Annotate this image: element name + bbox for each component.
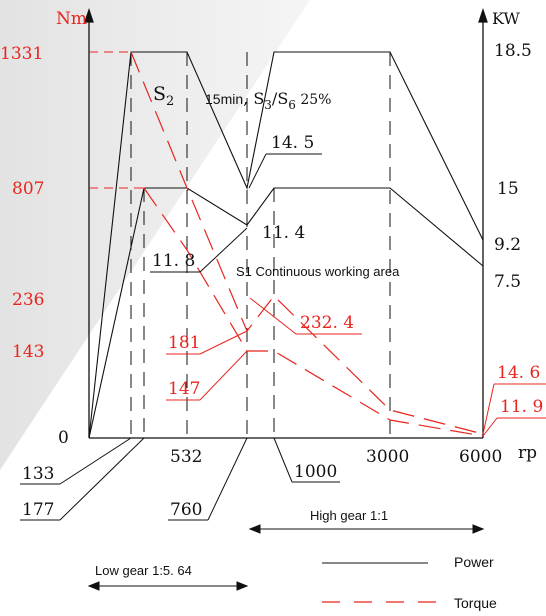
leader-14-6	[482, 383, 495, 435]
low-gear-label: Low gear 1:5. 64	[95, 563, 192, 578]
left-tick-807: 807	[12, 179, 44, 199]
x-tick-6000: 6000	[459, 447, 502, 467]
high-gear-label: High gear 1:1	[310, 508, 388, 523]
left-tick-236: 236	[12, 290, 44, 310]
torque-232-4-label: 232. 4	[300, 313, 354, 333]
left-tick-1331: 1331	[0, 44, 43, 64]
leader-11-8	[199, 227, 248, 273]
legend: Power Torque	[322, 554, 497, 611]
left-tick-143: 143	[12, 342, 44, 362]
leader-133	[59, 437, 132, 485]
low-gear-range	[87, 581, 249, 591]
high-gear-range	[248, 524, 485, 534]
leader-14-5	[248, 153, 267, 189]
background-band	[0, 0, 310, 470]
leader-181	[199, 330, 248, 355]
series-group	[88, 51, 484, 439]
x-unit-label: rp	[518, 443, 537, 463]
s3-s6-label: 15min, S3/S6 25%	[205, 89, 332, 112]
leader-lines	[59, 153, 498, 521]
left-axis-arrow	[84, 7, 94, 23]
leader-232-4	[249, 297, 297, 335]
leader-11-9	[482, 417, 498, 437]
torque-14-6-label: 14. 6	[497, 363, 540, 383]
right-unit-label: KW	[492, 9, 520, 28]
x-tick-532: 532	[170, 447, 202, 467]
legend-torque-label: Torque	[454, 595, 497, 611]
leader-1000	[273, 437, 293, 483]
power-11-8-label: 11. 8	[152, 251, 195, 271]
x-callout-177: 177	[22, 500, 54, 520]
axes	[84, 7, 488, 439]
x-callout-760: 760	[170, 500, 202, 520]
legend-power-label: Power	[454, 554, 494, 570]
leader-760	[207, 437, 248, 521]
x-callout-1000: 1000	[294, 462, 337, 482]
power-14-5-label: 14. 5	[271, 133, 314, 153]
torque-curve-3	[143, 187, 484, 437]
s1-area-label: S1 Continuous working area	[236, 264, 400, 279]
torque-guides	[89, 51, 144, 189]
x-tick-3000: 3000	[366, 447, 409, 467]
leader-177	[59, 437, 145, 521]
s2-label: S2	[153, 83, 174, 109]
torque-curve-2	[130, 51, 484, 435]
power-11-4-label: 11. 4	[262, 223, 305, 243]
torque-181-label: 181	[168, 333, 200, 353]
right-tick-15: 15	[497, 179, 519, 199]
torque-147-label: 147	[168, 379, 200, 399]
right-tick-7-5: 7.5	[494, 272, 521, 292]
right-tick-18-5: 18.5	[494, 41, 532, 61]
x-callout-133: 133	[22, 464, 54, 484]
torque-11-9-label: 11. 9	[500, 397, 543, 417]
right-axis-arrow	[478, 7, 488, 23]
leader-147	[199, 350, 248, 401]
left-unit-label: Nm	[56, 9, 87, 29]
right-tick-9-2: 9.2	[494, 235, 521, 255]
left-tick-0: 0	[58, 428, 69, 448]
